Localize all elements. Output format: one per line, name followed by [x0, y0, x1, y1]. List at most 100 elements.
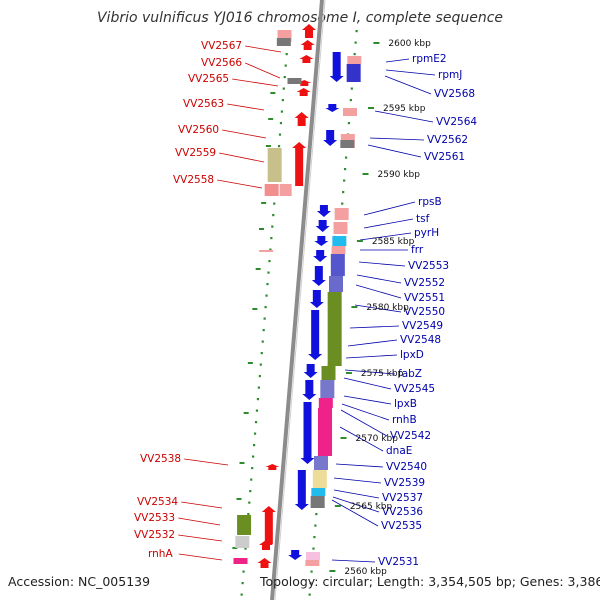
outer-ring-dot [347, 122, 351, 125]
scale-tick-label: 2600 kbp [388, 39, 431, 49]
inner-ring-dot [270, 237, 273, 240]
forward-gray-block [287, 78, 302, 84]
label-VV2539: VV2539 [384, 477, 425, 489]
label-VV2565: VV2565 [188, 73, 229, 85]
leader-line [349, 325, 400, 329]
label-VV2568: VV2568 [434, 88, 475, 100]
outer-ring-dot [312, 547, 315, 550]
reverse-gene-arrow [309, 290, 324, 308]
inner-ring-dot [254, 421, 258, 424]
label-VV2542: VV2542 [390, 430, 431, 442]
forward-color-block [267, 148, 282, 182]
leader-line [341, 403, 390, 421]
leader-line [384, 75, 432, 95]
inner-ring-dot [258, 375, 261, 378]
left-dash [232, 547, 238, 549]
inner-ring-dot [241, 582, 244, 585]
leader-line [331, 559, 376, 563]
reverse-gene-arrow [314, 236, 329, 246]
reverse-gene-arrow [303, 364, 318, 378]
forward-gene-arrow [302, 24, 316, 38]
leader-line [245, 45, 282, 53]
inner-ring-dot [268, 260, 271, 263]
outer-ring-dot [342, 191, 345, 194]
reverse-color-block [346, 64, 361, 82]
reverse-gene-arrow [323, 130, 338, 146]
leader-line [333, 489, 380, 499]
reverse-gene-arrow [325, 104, 340, 112]
label-rnhA: rnhA [148, 548, 173, 560]
label-VV2540: VV2540 [386, 461, 427, 473]
reverse-color-block [327, 292, 342, 366]
reverse-color-block [318, 408, 332, 456]
leader-line [369, 137, 425, 141]
inner-ring-dot [273, 202, 276, 205]
label-VV2564: VV2564 [436, 116, 477, 128]
inner-ring-dot [271, 225, 274, 228]
inner-ring-dot [244, 547, 247, 550]
label-leader-lines [178, 45, 436, 563]
outer-ring-dot [344, 156, 348, 159]
feature-tracks [233, 24, 362, 568]
backbone-highlight [274, 0, 326, 600]
outer-ring-dot [341, 202, 344, 205]
outer-ring-dot [353, 53, 356, 56]
label-VV2538: VV2538 [140, 453, 181, 465]
leader-line [359, 232, 412, 241]
leader-line [232, 78, 279, 87]
scale-ticks: 2600 kbp 2595 kbp 2590 kbp 2585 kbp 2580 kbp… [329, 39, 431, 577]
inner-ring-dot [250, 478, 253, 481]
inner-ring-dot [285, 53, 288, 56]
outer-ring-dot [308, 593, 311, 596]
reverse-gene-arrow [315, 220, 330, 232]
inner-ring-dot [278, 133, 282, 136]
label-VV2566: VV2566 [201, 57, 242, 69]
scale-tick-label: 2570 kbp [356, 434, 399, 444]
leader-line [354, 304, 402, 313]
leader-line [178, 534, 223, 542]
label-VV2534: VV2534 [137, 496, 178, 508]
inner-ring-dot [260, 352, 263, 355]
label-VV2545: VV2545 [394, 383, 435, 395]
label-lpxB: lpxB [394, 398, 417, 410]
forward-color-block [235, 536, 250, 548]
inner-ring-dot [261, 340, 264, 343]
outer-ring-dot [355, 30, 358, 33]
chromosome-backbone [270, 0, 326, 600]
leader-line [343, 395, 392, 405]
label-VV2536: VV2536 [382, 506, 423, 518]
left-dash [265, 145, 271, 147]
leader-line [335, 463, 384, 468]
inner-ring-dot [272, 214, 275, 217]
inner-ring-dot [267, 271, 270, 274]
label-VV2532: VV2532 [134, 529, 175, 541]
reverse-gene-arrow [294, 470, 309, 510]
label-rpmE2: rpmE2 [412, 53, 447, 65]
left-dash [247, 362, 253, 364]
forward-gene-arrow [299, 55, 314, 63]
scale-tick-label: 2575 kbp [361, 369, 404, 379]
label-dnaE: dnaE [386, 445, 412, 457]
leader-line [347, 339, 398, 347]
inner-ring-dot [257, 386, 260, 389]
reverse-gene-arrow [300, 402, 315, 464]
label-VV2553: VV2553 [408, 260, 449, 272]
outer-ring-dot [315, 513, 318, 516]
label-tsf: tsf [416, 213, 430, 225]
forward-gene-arrow [300, 40, 315, 50]
scale-tick-mark [329, 570, 336, 572]
forward-gene-arrow [292, 142, 307, 186]
reverse-color-block [340, 140, 355, 148]
forward-color-block [259, 250, 274, 252]
scale-tick-mark [368, 107, 374, 109]
inner-ring-dot [269, 248, 272, 251]
leader-line [219, 152, 265, 163]
scale-tick-label: 2590 kbp [378, 170, 421, 180]
inner-ring-dot [247, 513, 250, 516]
scale-tick-mark [373, 42, 380, 44]
scale-tick-mark [362, 173, 369, 175]
inner-ring-dot [279, 122, 283, 125]
reverse-color-block [310, 496, 325, 508]
reverse-color-block [330, 254, 345, 276]
label-VV2552: VV2552 [404, 277, 445, 289]
